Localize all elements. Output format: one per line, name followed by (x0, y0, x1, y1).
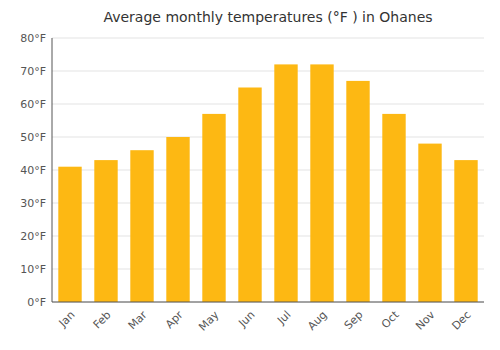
bar (58, 167, 81, 302)
bar (454, 160, 477, 302)
x-tick-label: Apr (163, 308, 186, 331)
x-tick-label: Oct (379, 308, 402, 331)
x-tick-label: Nov (413, 308, 438, 333)
y-tick-label: 40°F (20, 164, 46, 177)
x-tick-label: Feb (91, 308, 114, 331)
y-tick-label: 0°F (27, 296, 46, 309)
bar (274, 64, 297, 302)
bar (94, 160, 117, 302)
bar (346, 81, 369, 302)
y-axis-line (52, 38, 53, 302)
x-axis: Jan Feb Mar Apr May Jun Jul Aug Sep Oct Nov Dec (56, 308, 474, 334)
y-tick-label: 60°F (20, 98, 46, 111)
title: Average monthly temperatures (°F ) in Oh… (103, 9, 432, 25)
bar (202, 114, 225, 302)
x-tick-label: Mar (126, 308, 150, 332)
chart: Average monthly temperatures (°F ) in Oh… (0, 0, 500, 350)
y-tick-label: 50°F (20, 131, 46, 144)
bar (418, 144, 441, 302)
x-tick-label: Aug (305, 308, 329, 332)
grid-line (52, 104, 484, 105)
y-tick-label: 20°F (20, 230, 46, 243)
grid (52, 38, 484, 302)
y-tick-label: 70°F (20, 65, 46, 78)
grid-line (52, 302, 484, 303)
x-tick-label: May (196, 308, 222, 334)
bar (238, 88, 261, 303)
bars (58, 64, 477, 302)
x-tick-label: Jan (56, 308, 78, 330)
bar (310, 64, 333, 302)
y-axis: 0°F 10°F 20°F 30°F 40°F 50°F 60°F 70°F 80°F (20, 32, 46, 309)
grid-line (52, 38, 484, 39)
y-tick-label: 10°F (20, 263, 46, 276)
y-tick-label: 30°F (20, 197, 46, 210)
x-axis-line (52, 302, 484, 303)
x-tick-label: Dec (449, 308, 473, 332)
x-tick-label: Jun (236, 308, 258, 330)
bar (382, 114, 405, 302)
grid-line (52, 137, 484, 138)
bar (130, 150, 153, 302)
y-tick-label: 80°F (20, 32, 46, 45)
x-tick-label: Sep (342, 308, 366, 332)
bar (166, 137, 189, 302)
x-tick-label: Jul (274, 308, 293, 327)
grid-line (52, 71, 484, 72)
